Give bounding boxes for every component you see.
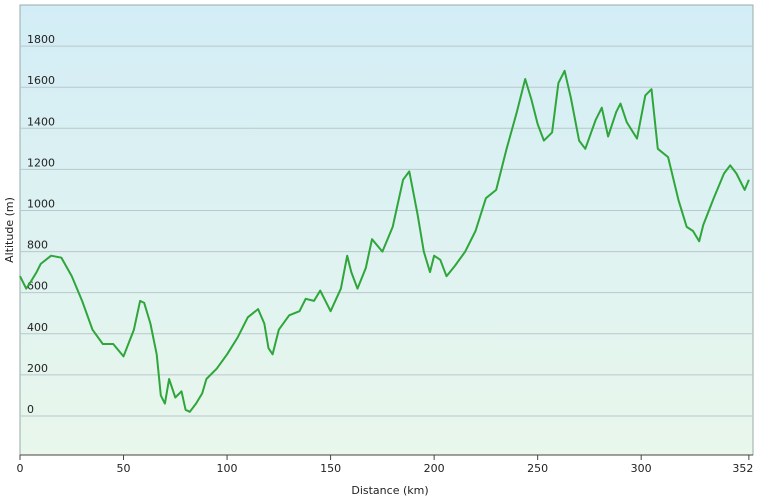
x-tick-label: 250 [527,462,548,475]
y-tick-label: 1600 [27,74,55,87]
x-tick-label: 200 [424,462,445,475]
y-tick-label: 800 [27,239,48,252]
x-axis-label: Distance (km) [351,484,428,497]
y-tick-label: 0 [27,403,34,416]
y-tick-label: 1800 [27,33,55,46]
plot-area [19,4,754,456]
x-tick-label: 50 [117,462,131,475]
y-tick-label: 1000 [27,197,55,210]
elevation-line [19,69,750,413]
y-axis-label: Altitude (m) [3,197,16,263]
x-tick-label: 100 [217,462,238,475]
y-tick-label: 1200 [27,156,55,169]
x-tick-label: 150 [320,462,341,475]
y-tick-label: 200 [27,362,48,375]
y-tick-label: 1400 [27,115,55,128]
x-tick-label: 300 [631,462,652,475]
x-tick-label: 0 [17,462,24,475]
x-tick-label: 352 [732,462,753,475]
y-tick-label: 400 [27,321,48,334]
y-tick-label: 600 [27,280,48,293]
